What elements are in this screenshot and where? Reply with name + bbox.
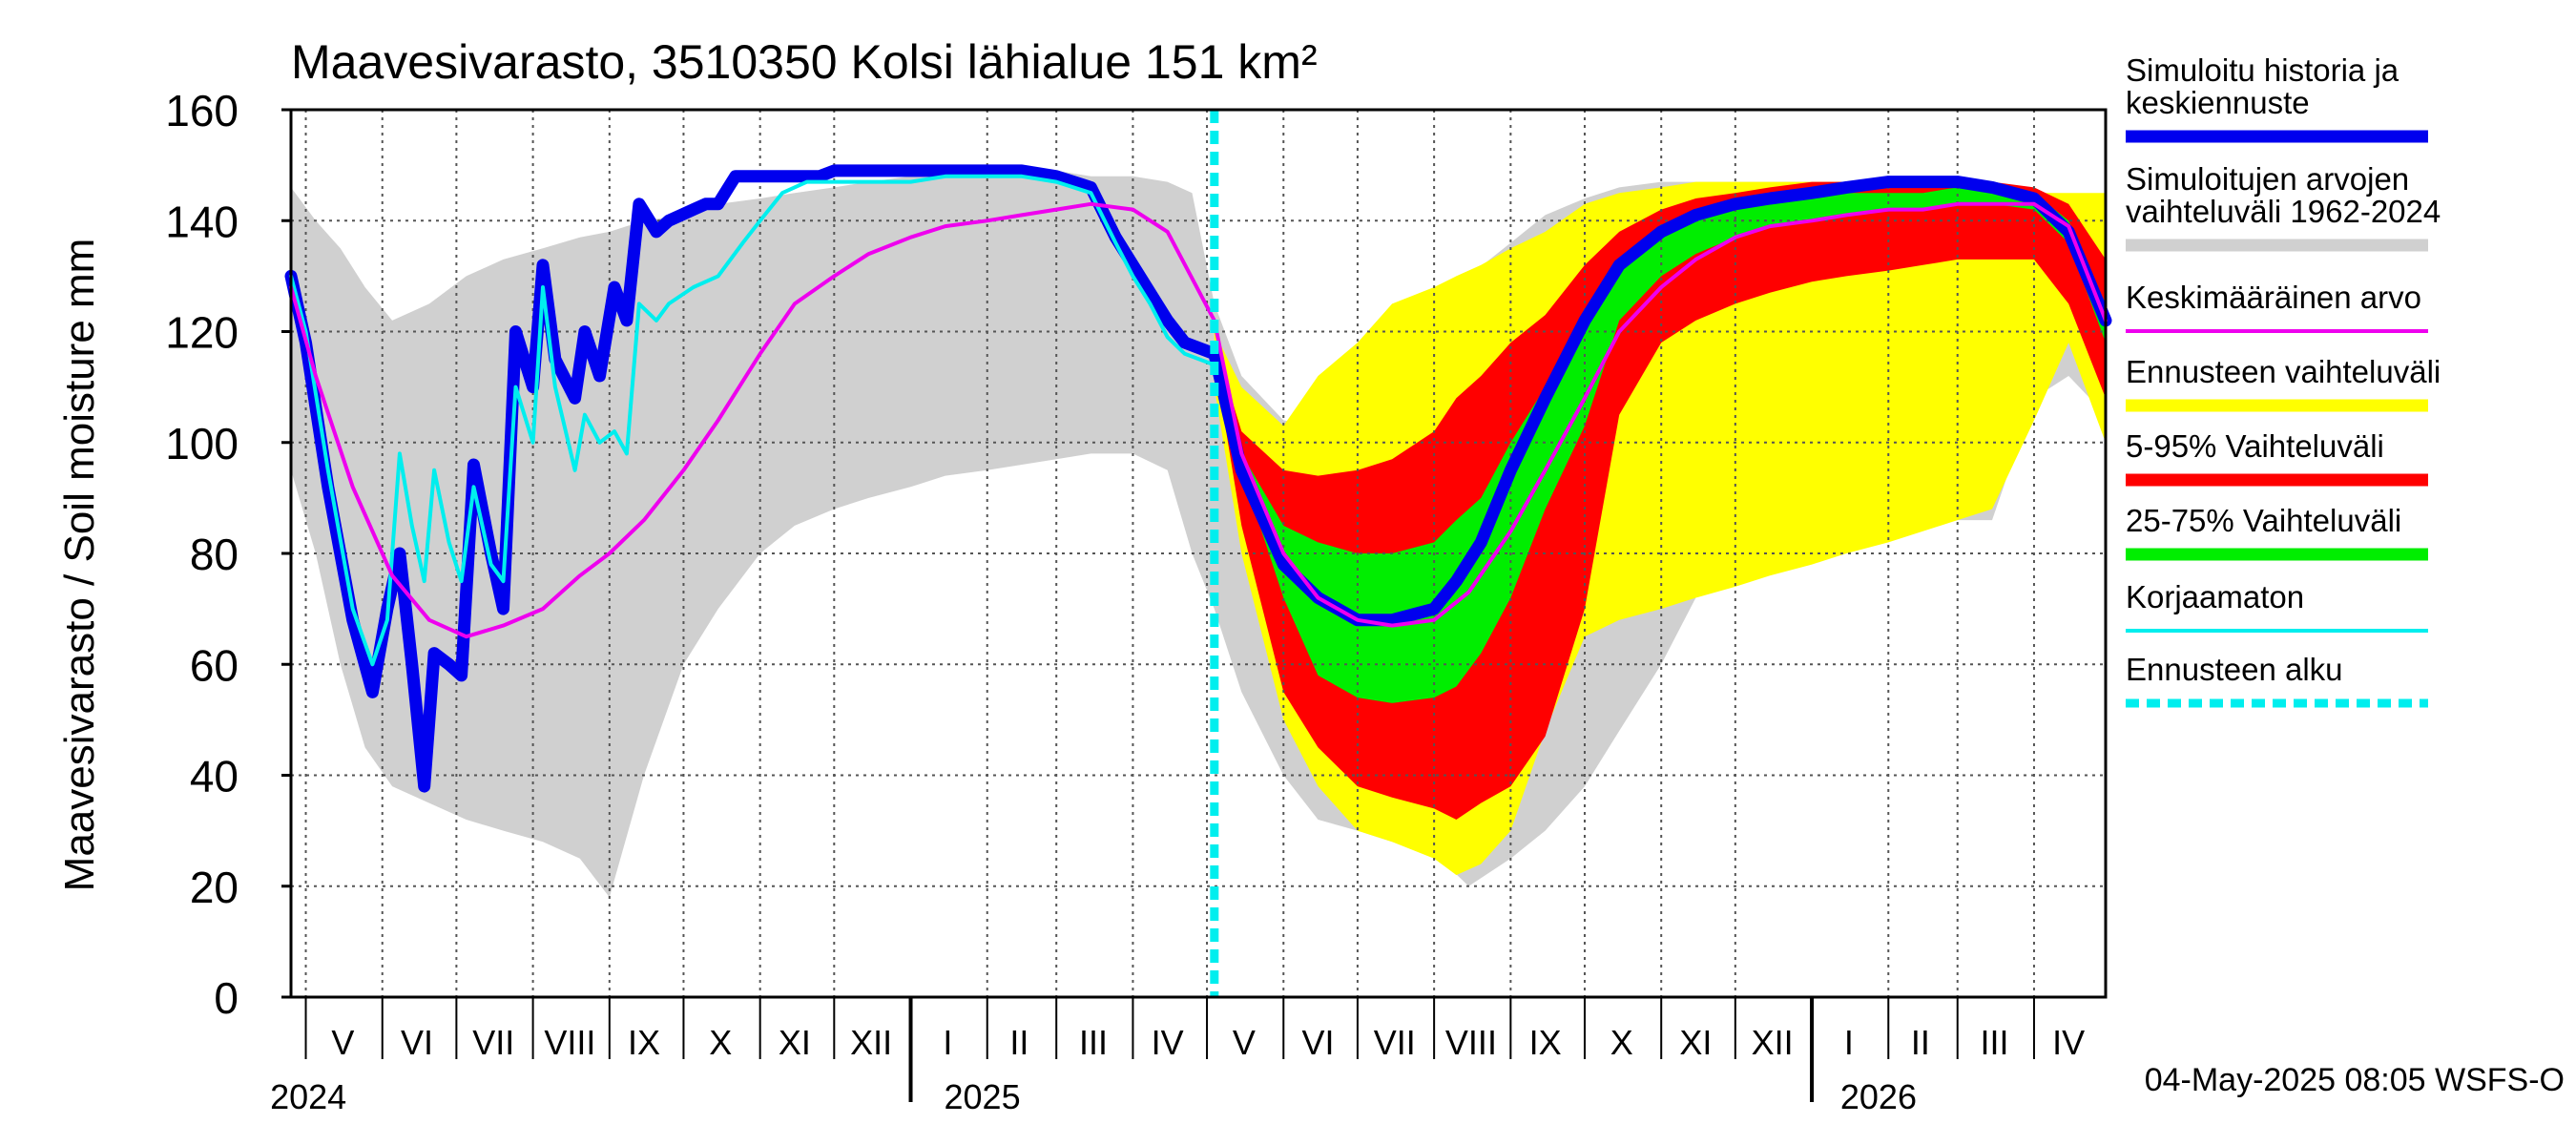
x-month-label: XII	[1752, 1023, 1794, 1062]
x-month-label: VI	[1301, 1023, 1334, 1062]
x-month-label: III	[1981, 1023, 2009, 1062]
bands-layer	[291, 170, 2106, 898]
x-month-label: XII	[850, 1023, 892, 1062]
y-tick-label: 140	[165, 197, 239, 246]
legend-label: Korjaamaton	[2126, 579, 2304, 614]
legend-label: 5-95% Vaihteluväli	[2126, 428, 2384, 464]
lines-layer	[284, 110, 2112, 997]
x-month-label: V	[1233, 1023, 1256, 1062]
timestamp: 04-May-2025 08:05 WSFS-O	[2145, 1062, 2565, 1098]
series-line-1	[289, 174, 1216, 667]
y-tick-label: 160	[165, 86, 239, 135]
legend-label: Ennusteen alku	[2126, 652, 2343, 687]
legend-label: vaihteluväli 1962-2024	[2126, 194, 2441, 229]
x-month-label: II	[1911, 1023, 1930, 1062]
x-month-label: II	[1009, 1023, 1028, 1062]
x-year-label: 2024	[270, 1077, 346, 1116]
band-3	[1214, 187, 2106, 703]
y-tick-label: 20	[190, 863, 239, 912]
y-tick-label: 80	[190, 530, 239, 579]
y-tick-label: 60	[190, 640, 239, 690]
x-month-label: VI	[401, 1023, 433, 1062]
legend-label: Simuloitujen arvojen	[2126, 161, 2409, 197]
x-month-label: V	[331, 1023, 354, 1062]
x-month-label: III	[1079, 1023, 1108, 1062]
x-month-label: IV	[1152, 1023, 1184, 1062]
legend-label: keskiennuste	[2126, 85, 2310, 120]
x-month-label: VIII	[1445, 1023, 1497, 1062]
x-month-label: XI	[1679, 1023, 1712, 1062]
legend-label: 25-75% Vaihteluväli	[2126, 503, 2401, 538]
x-month-label: IV	[2052, 1023, 2085, 1062]
x-month-label: X	[1610, 1023, 1633, 1062]
plot-frame	[289, 108, 2108, 999]
chart-title: Maavesivarasto, 3510350 Kolsi lähialue 1…	[291, 35, 1318, 89]
legend-label: Simuloitu historia ja	[2126, 52, 2399, 88]
x-month-label: VIII	[544, 1023, 595, 1062]
y-tick-label: 100	[165, 419, 239, 468]
x-month-label: I	[943, 1023, 952, 1062]
legend-label: Ennusteen vaihteluväli	[2126, 354, 2441, 389]
x-month-label: VII	[1374, 1023, 1416, 1062]
x-year-label: 2026	[1840, 1077, 1917, 1116]
x-year-label: 2025	[945, 1077, 1021, 1116]
x-month-label: XI	[779, 1023, 811, 1062]
y-axis-label: Maavesivarasto / Soil moisture mm	[56, 239, 103, 892]
legend-label: Keskimääräinen arvo	[2126, 280, 2421, 315]
series-line-2	[289, 201, 2108, 639]
x-month-label: IX	[1529, 1023, 1562, 1062]
y-tick-label: 120	[165, 308, 239, 358]
x-month-label: VII	[472, 1023, 514, 1062]
y-tick-label: 0	[214, 973, 239, 1023]
x-month-label: I	[1844, 1023, 1854, 1062]
x-month-label: IX	[628, 1023, 660, 1062]
y-tick-label: 40	[190, 752, 239, 802]
x-month-label: X	[709, 1023, 732, 1062]
series-line-0	[284, 164, 2112, 793]
